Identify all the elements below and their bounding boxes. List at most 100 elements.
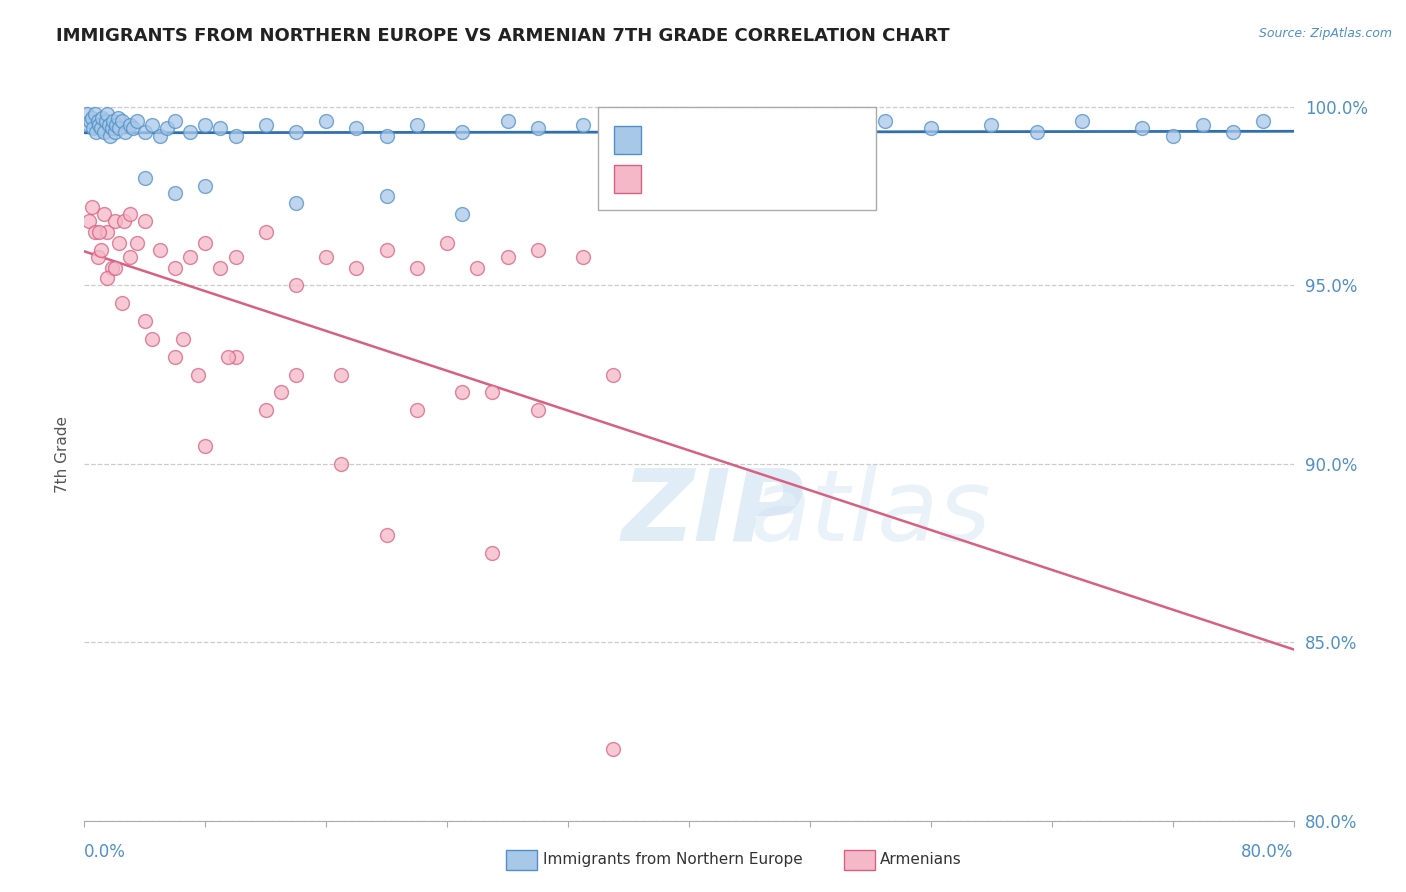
- Point: [875, 114, 897, 128]
- Point: [111, 114, 134, 128]
- Point: [830, 125, 852, 139]
- Point: [118, 207, 141, 221]
- Point: [284, 196, 308, 211]
- Point: [84, 225, 107, 239]
- Point: [141, 118, 163, 132]
- Point: [225, 128, 247, 143]
- Point: [346, 260, 368, 275]
- Y-axis label: 7th Grade: 7th Grade: [55, 417, 70, 493]
- Point: [80, 200, 103, 214]
- Point: [406, 403, 429, 417]
- Point: [254, 403, 277, 417]
- Point: [375, 528, 398, 542]
- Point: [149, 243, 172, 257]
- Point: [481, 385, 503, 400]
- Point: [172, 332, 194, 346]
- Point: [270, 385, 292, 400]
- Point: [284, 278, 308, 293]
- Point: [127, 114, 149, 128]
- Point: [134, 171, 156, 186]
- Point: [602, 368, 624, 382]
- Point: [1251, 114, 1274, 128]
- Point: [84, 107, 107, 121]
- Point: [141, 332, 163, 346]
- Point: [647, 114, 671, 128]
- Point: [920, 121, 942, 136]
- Point: [1025, 125, 1047, 139]
- Point: [980, 118, 1002, 132]
- Point: [90, 243, 112, 257]
- Point: [100, 260, 122, 275]
- Point: [96, 271, 118, 285]
- Text: Source: ZipAtlas.com: Source: ZipAtlas.com: [1258, 27, 1392, 40]
- Point: [77, 214, 100, 228]
- Point: [93, 125, 115, 139]
- Point: [104, 260, 127, 275]
- Point: [254, 225, 277, 239]
- Text: 0.240: 0.240: [703, 130, 756, 149]
- Point: [436, 235, 458, 250]
- Point: [89, 225, 111, 239]
- Point: [572, 250, 595, 264]
- Point: [406, 260, 429, 275]
- Point: [194, 235, 217, 250]
- Point: [678, 121, 700, 136]
- Text: 80.0%: 80.0%: [1241, 843, 1294, 861]
- Text: -0.068: -0.068: [703, 170, 756, 188]
- Point: [451, 125, 474, 139]
- Point: [101, 114, 124, 128]
- Point: [769, 118, 792, 132]
- Point: [527, 121, 550, 136]
- Point: [187, 368, 209, 382]
- Point: [108, 235, 131, 250]
- Point: [104, 125, 127, 139]
- Point: [217, 350, 239, 364]
- Point: [572, 118, 595, 132]
- Point: [80, 111, 103, 125]
- Text: IMMIGRANTS FROM NORTHERN EUROPE VS ARMENIAN 7TH GRADE CORRELATION CHART: IMMIGRANTS FROM NORTHERN EUROPE VS ARMEN…: [56, 27, 950, 45]
- Point: [527, 243, 550, 257]
- Point: [97, 118, 120, 132]
- Point: [451, 385, 474, 400]
- Point: [121, 121, 143, 136]
- Point: [496, 250, 519, 264]
- Point: [91, 111, 114, 125]
- Point: [86, 125, 108, 139]
- Point: [98, 128, 121, 143]
- Text: 0.0%: 0.0%: [84, 843, 127, 861]
- Point: [77, 118, 100, 132]
- Text: R =: R =: [652, 130, 683, 149]
- Text: ZIP: ZIP: [621, 465, 804, 562]
- Point: [156, 121, 179, 136]
- Point: [134, 314, 156, 328]
- Point: [179, 125, 201, 139]
- Point: [165, 350, 187, 364]
- Point: [179, 250, 201, 264]
- Point: [375, 243, 398, 257]
- Point: [118, 250, 141, 264]
- Point: [1222, 125, 1244, 139]
- Text: N =: N =: [770, 130, 813, 149]
- Point: [209, 260, 232, 275]
- Point: [602, 742, 624, 756]
- Point: [330, 368, 353, 382]
- Point: [134, 125, 156, 139]
- Point: [225, 350, 247, 364]
- Point: [87, 114, 110, 128]
- Point: [1130, 121, 1153, 136]
- Text: Immigrants from Northern Europe: Immigrants from Northern Europe: [543, 853, 803, 867]
- Text: 57: 57: [815, 170, 842, 188]
- Point: [481, 546, 503, 560]
- Point: [127, 235, 149, 250]
- Point: [284, 368, 308, 382]
- Point: [114, 125, 136, 139]
- Point: [1192, 118, 1215, 132]
- Point: [1161, 128, 1184, 143]
- Point: [96, 107, 118, 121]
- Point: [194, 178, 217, 193]
- Point: [104, 214, 127, 228]
- Point: [330, 457, 353, 471]
- Point: [496, 114, 519, 128]
- Point: [284, 125, 308, 139]
- Point: [111, 296, 134, 310]
